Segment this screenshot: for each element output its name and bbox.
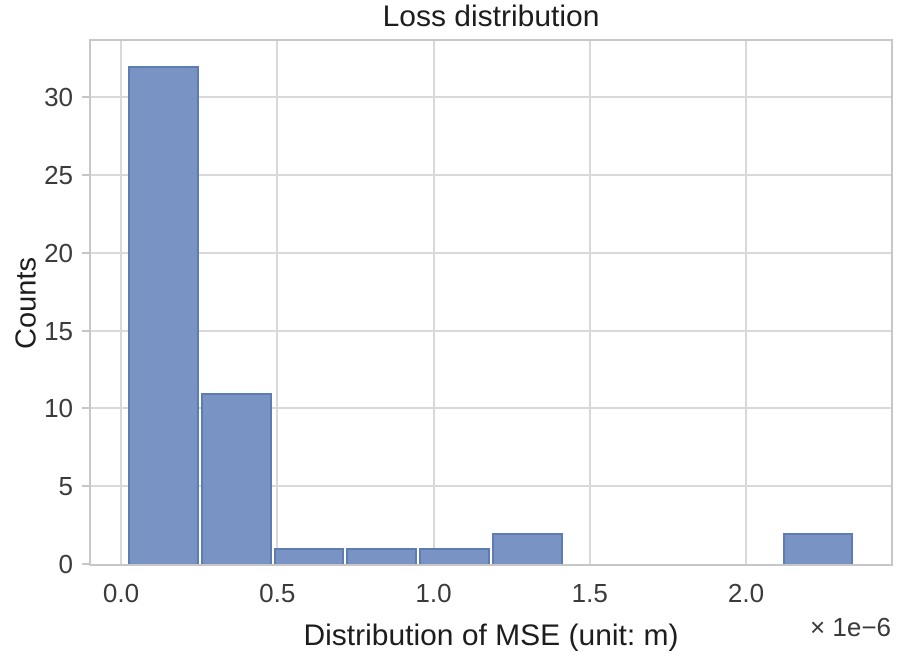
histogram-bar bbox=[273, 548, 345, 564]
histogram-bar bbox=[782, 532, 854, 564]
x-axis-label: Distribution of MSE (unit: m) bbox=[303, 619, 679, 652]
x-tick-label: 0.5 bbox=[259, 578, 296, 608]
histogram-bar bbox=[201, 392, 272, 564]
histogram-bar bbox=[419, 548, 490, 564]
y-tick-label: 20 bbox=[44, 237, 73, 268]
y-tick-mark bbox=[82, 563, 89, 565]
histogram-bar bbox=[128, 65, 200, 564]
y-tick-mark bbox=[82, 485, 89, 488]
x-tick-label: 1.5 bbox=[571, 578, 608, 608]
gridline-vertical bbox=[120, 41, 122, 564]
gridline-vertical bbox=[432, 41, 435, 564]
y-tick-label: 0 bbox=[58, 549, 73, 579]
y-tick-mark bbox=[82, 173, 89, 176]
x-tick-label: 2.0 bbox=[727, 578, 765, 608]
x-tick-label: 1.0 bbox=[415, 578, 452, 608]
gridline-horizontal bbox=[91, 173, 891, 176]
histogram-bar bbox=[346, 548, 418, 564]
gridline-horizontal bbox=[91, 251, 891, 254]
plot-area bbox=[89, 39, 893, 566]
y-tick-label: 15 bbox=[44, 315, 73, 346]
x-tick-label: 0.0 bbox=[102, 578, 140, 608]
gridline-horizontal bbox=[91, 485, 891, 488]
chart-title: Loss distribution bbox=[382, 0, 600, 33]
histogram-bar bbox=[491, 532, 563, 564]
y-tick-mark bbox=[82, 329, 89, 332]
y-tick-mark bbox=[82, 407, 89, 410]
gridline-vertical bbox=[588, 41, 591, 564]
y-tick-mark bbox=[82, 96, 89, 99]
gridline-vertical bbox=[745, 41, 747, 564]
gridline-vertical bbox=[276, 41, 279, 564]
y-tick-label: 30 bbox=[44, 82, 73, 113]
y-tick-mark bbox=[82, 251, 89, 254]
x-axis-offset-text: × 1e−6 bbox=[810, 612, 891, 642]
gridline-horizontal bbox=[91, 96, 891, 99]
gridline-horizontal bbox=[91, 329, 891, 332]
gridline-horizontal bbox=[91, 407, 891, 410]
y-tick-label: 10 bbox=[44, 393, 73, 424]
y-tick-label: 25 bbox=[44, 159, 73, 190]
y-tick-label: 5 bbox=[58, 471, 73, 502]
